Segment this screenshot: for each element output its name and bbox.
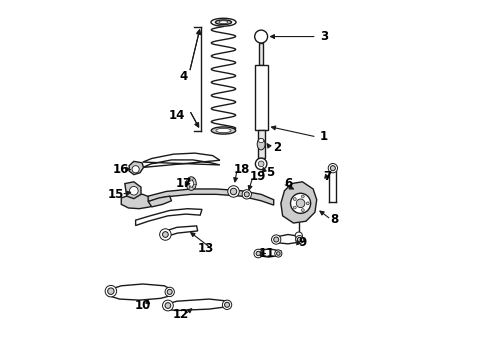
Polygon shape bbox=[256, 249, 281, 257]
Ellipse shape bbox=[219, 21, 228, 24]
Circle shape bbox=[228, 186, 239, 197]
Text: 8: 8 bbox=[331, 213, 339, 226]
Polygon shape bbox=[259, 43, 263, 65]
Polygon shape bbox=[143, 153, 220, 167]
Text: 4: 4 bbox=[180, 69, 188, 82]
Polygon shape bbox=[136, 209, 202, 226]
Circle shape bbox=[165, 303, 171, 309]
Circle shape bbox=[167, 289, 172, 294]
Text: 1: 1 bbox=[320, 130, 328, 144]
Ellipse shape bbox=[216, 129, 231, 133]
Ellipse shape bbox=[211, 18, 236, 26]
Polygon shape bbox=[258, 130, 265, 158]
Circle shape bbox=[291, 193, 311, 213]
Circle shape bbox=[132, 166, 139, 173]
Circle shape bbox=[296, 199, 305, 208]
Polygon shape bbox=[129, 161, 144, 175]
Circle shape bbox=[224, 302, 230, 307]
Circle shape bbox=[163, 231, 168, 237]
Circle shape bbox=[295, 232, 302, 239]
Circle shape bbox=[163, 300, 173, 311]
Circle shape bbox=[258, 161, 264, 167]
Circle shape bbox=[129, 186, 138, 195]
Polygon shape bbox=[164, 299, 231, 311]
Text: 15: 15 bbox=[108, 188, 124, 201]
Text: 17: 17 bbox=[176, 177, 192, 190]
Circle shape bbox=[230, 188, 237, 195]
Text: 11: 11 bbox=[258, 247, 274, 260]
Ellipse shape bbox=[257, 138, 265, 150]
Polygon shape bbox=[148, 189, 274, 205]
Circle shape bbox=[160, 229, 171, 240]
Polygon shape bbox=[255, 65, 268, 130]
Circle shape bbox=[328, 163, 338, 173]
Circle shape bbox=[301, 195, 304, 198]
Circle shape bbox=[275, 250, 282, 257]
Circle shape bbox=[306, 202, 309, 205]
Text: 6: 6 bbox=[284, 177, 292, 190]
Polygon shape bbox=[274, 234, 302, 244]
Polygon shape bbox=[107, 284, 173, 300]
Circle shape bbox=[255, 30, 268, 43]
Text: 5: 5 bbox=[266, 166, 274, 179]
Text: 13: 13 bbox=[197, 242, 214, 255]
Polygon shape bbox=[148, 196, 171, 207]
Ellipse shape bbox=[211, 127, 236, 134]
Text: 7: 7 bbox=[323, 170, 332, 183]
Circle shape bbox=[165, 287, 174, 297]
Text: 9: 9 bbox=[298, 236, 307, 249]
Circle shape bbox=[255, 158, 267, 170]
Circle shape bbox=[108, 288, 114, 294]
Circle shape bbox=[254, 249, 263, 258]
Ellipse shape bbox=[189, 180, 194, 187]
Text: 16: 16 bbox=[113, 163, 129, 176]
Text: 12: 12 bbox=[172, 308, 189, 321]
Circle shape bbox=[242, 190, 251, 199]
Polygon shape bbox=[122, 194, 155, 209]
Circle shape bbox=[295, 235, 303, 243]
Circle shape bbox=[294, 198, 296, 201]
Text: 3: 3 bbox=[320, 30, 328, 43]
Circle shape bbox=[271, 235, 281, 244]
Polygon shape bbox=[281, 182, 317, 223]
Circle shape bbox=[245, 192, 249, 197]
Text: 10: 10 bbox=[135, 299, 151, 312]
Circle shape bbox=[297, 237, 302, 242]
Circle shape bbox=[222, 300, 232, 310]
Circle shape bbox=[301, 209, 304, 212]
Polygon shape bbox=[163, 226, 197, 237]
Circle shape bbox=[274, 237, 279, 242]
Circle shape bbox=[256, 251, 260, 256]
Circle shape bbox=[276, 252, 280, 255]
Text: 14: 14 bbox=[169, 109, 185, 122]
Polygon shape bbox=[125, 182, 141, 199]
Circle shape bbox=[330, 166, 335, 171]
Ellipse shape bbox=[216, 20, 232, 24]
Circle shape bbox=[105, 285, 117, 297]
Text: 2: 2 bbox=[273, 141, 281, 154]
Text: 19: 19 bbox=[249, 170, 266, 183]
Text: 18: 18 bbox=[233, 163, 249, 176]
Ellipse shape bbox=[186, 177, 196, 190]
Circle shape bbox=[294, 206, 296, 209]
Ellipse shape bbox=[259, 138, 264, 143]
